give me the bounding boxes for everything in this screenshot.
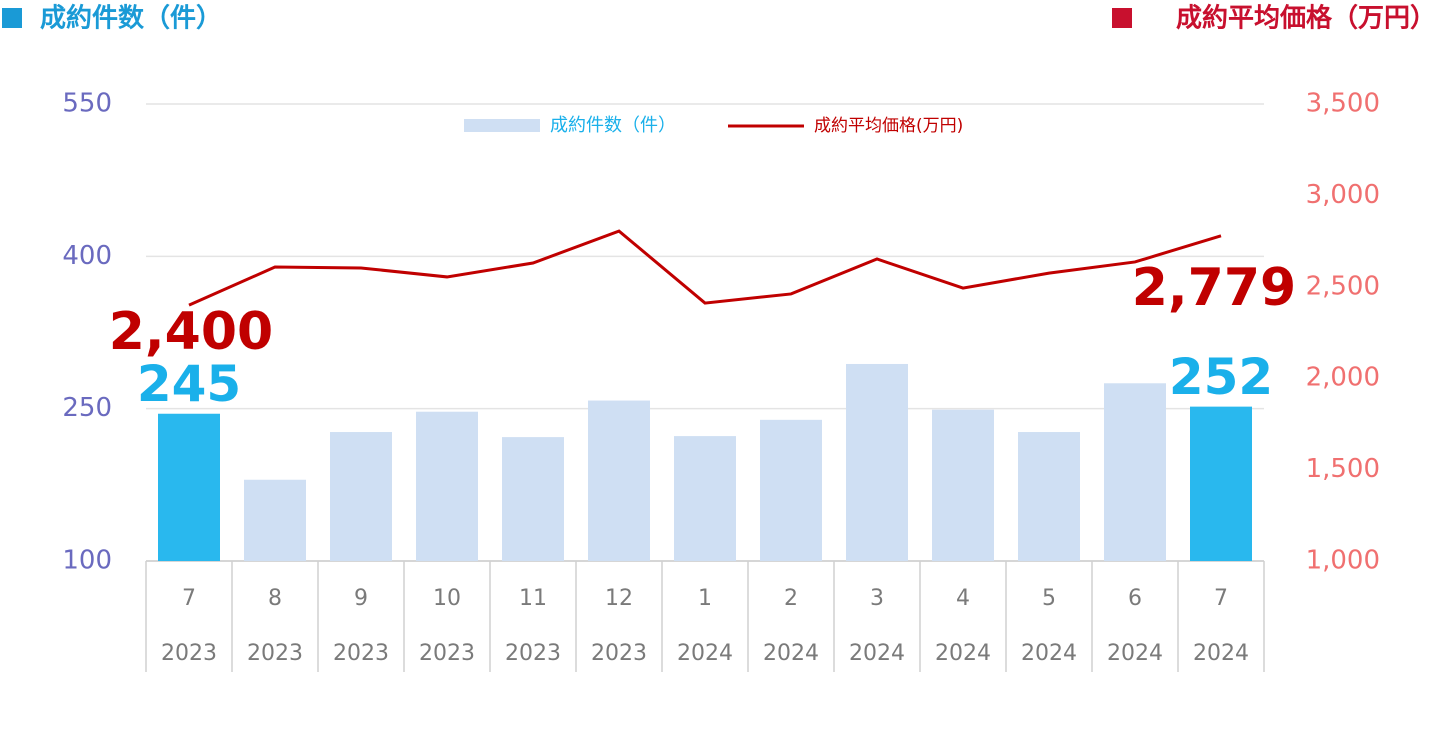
- line: [188, 229, 1222, 307]
- right-axis-title: 成約平均価格（万円）: [1176, 3, 1436, 34]
- x-year-label: 2023: [419, 641, 475, 666]
- left-title-icon: [2, 8, 22, 28]
- x-tick-label: 4: [956, 586, 970, 611]
- bar: [1190, 406, 1252, 561]
- y2-tick-label: 1,500: [1306, 454, 1380, 484]
- y2-tick-label: 2,500: [1306, 271, 1380, 301]
- x-tick-label: 1: [698, 586, 712, 611]
- y2-tick-label: 1,000: [1306, 546, 1380, 576]
- x-year-label: 2024: [1107, 641, 1163, 666]
- bar: [760, 419, 822, 561]
- y-tick-label: 400: [62, 241, 112, 271]
- bar: [330, 432, 392, 561]
- y-tick-label: 100: [62, 546, 112, 576]
- x-tick-label: 7: [1214, 586, 1228, 611]
- x-year-label: 2023: [161, 641, 217, 666]
- x-tick-label: 5: [1042, 586, 1056, 611]
- x-year-label: 2024: [1021, 641, 1077, 666]
- y-tick-label: 250: [62, 393, 112, 423]
- x-year-label: 2024: [935, 641, 991, 666]
- legend-label: 成約件数（件）: [550, 115, 676, 136]
- x-year-label: 2024: [763, 641, 819, 666]
- bar: [502, 437, 564, 561]
- x-tick-label: 3: [870, 586, 884, 611]
- bar-value-label: 245: [137, 355, 241, 413]
- x-year-label: 2023: [333, 641, 389, 666]
- bar: [416, 411, 478, 561]
- bar-value-label: 252: [1169, 348, 1273, 406]
- x-tick-label: 11: [519, 586, 547, 611]
- y-tick-label: 550: [62, 89, 112, 119]
- y2-tick-label: 3,500: [1306, 89, 1380, 119]
- x-year-label: 2024: [849, 641, 905, 666]
- y2-tick-label: 3,000: [1306, 180, 1380, 210]
- x-tick-label: 10: [433, 586, 461, 611]
- left-axis-title: 成約件数（件）: [40, 3, 222, 34]
- x-year-label: 2024: [1193, 641, 1249, 666]
- x-year-label: 2023: [591, 641, 647, 666]
- line-value-label: 2,779: [1132, 258, 1296, 318]
- legend-swatch: [464, 119, 540, 132]
- x-year-label: 2023: [505, 641, 561, 666]
- x-tick-label: 6: [1128, 586, 1142, 611]
- bar: [158, 413, 220, 561]
- bar: [1104, 383, 1166, 561]
- x-year-label: 2024: [677, 641, 733, 666]
- bar: [674, 436, 736, 561]
- bar: [932, 409, 994, 561]
- x-year-label: 2023: [247, 641, 303, 666]
- x-tick-label: 9: [354, 586, 368, 611]
- line-value-label: 2,400: [109, 302, 273, 362]
- x-tick-label: 7: [182, 586, 196, 611]
- x-tick-label: 2: [784, 586, 798, 611]
- bar: [244, 479, 306, 561]
- right-title-icon: [1112, 8, 1132, 28]
- x-tick-label: 12: [605, 586, 633, 611]
- bar: [588, 400, 650, 561]
- x-tick-label: 8: [268, 586, 282, 611]
- bar: [846, 363, 908, 561]
- bar: [1018, 432, 1080, 561]
- legend-label: 成約平均価格(万円): [814, 116, 963, 136]
- y2-tick-label: 2,000: [1306, 363, 1380, 393]
